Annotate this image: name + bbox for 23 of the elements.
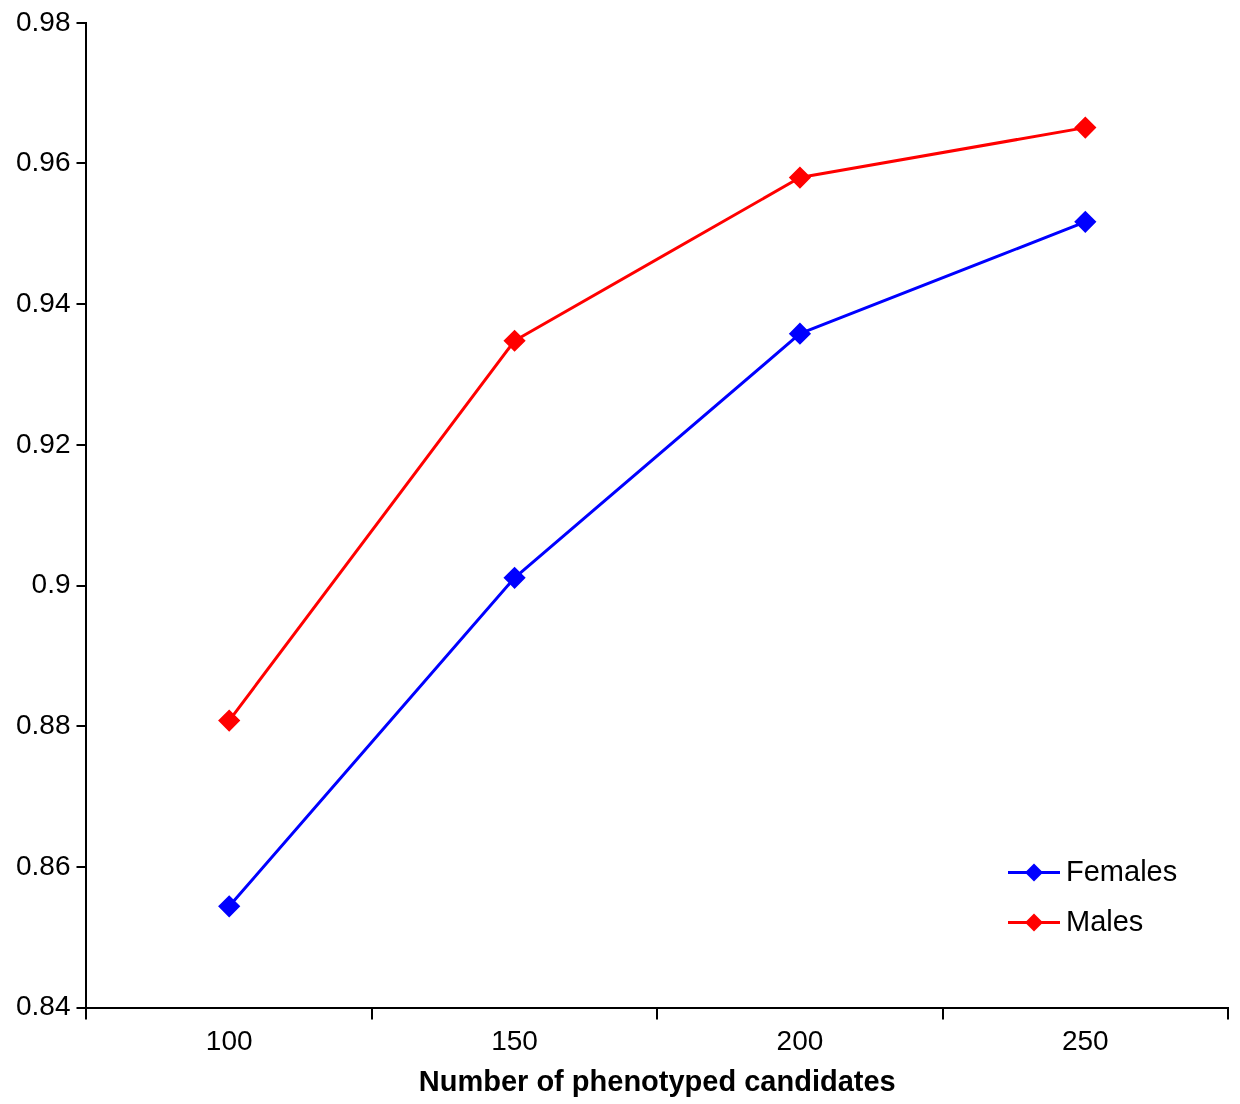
y-tick-label: 0.92 (16, 427, 71, 459)
x-axis-title: Number of phenotyped candidates (418, 1064, 896, 1097)
y-tick-label: 0.94 (16, 286, 71, 318)
point (218, 710, 240, 732)
point (218, 895, 240, 917)
y-tick-label: 0.96 (16, 146, 71, 178)
y-tick-label: 0.88 (16, 708, 71, 740)
y-tick-label: 0.9 (31, 568, 71, 600)
point (1074, 211, 1096, 233)
x-tick-label: 250 (1061, 1025, 1109, 1057)
y-tick-label: 0.98 (16, 5, 71, 37)
x-tick-label: 150 (491, 1025, 538, 1057)
x-tick-label: 200 (776, 1025, 824, 1057)
point (789, 323, 811, 345)
legend-label: Females (1066, 854, 1178, 887)
point (1074, 117, 1096, 139)
y-tick-label: 0.86 (16, 849, 71, 881)
y-tick-label: 0.84 (16, 990, 71, 1022)
x-tick-label: 100 (205, 1025, 253, 1057)
legend-label: Males (1066, 904, 1144, 937)
point (789, 167, 811, 189)
point (504, 330, 526, 352)
point (504, 567, 526, 589)
